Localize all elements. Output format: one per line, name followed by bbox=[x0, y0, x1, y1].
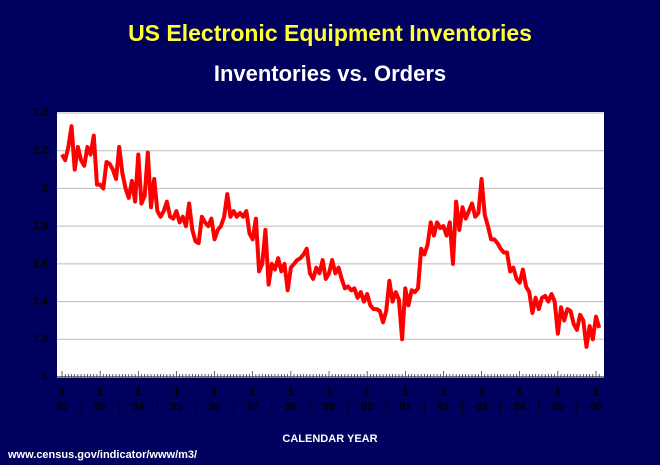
x-year-label: 06 bbox=[590, 401, 602, 413]
x-separator: | bbox=[575, 401, 578, 413]
x-tick-label: 1 bbox=[288, 386, 294, 398]
x-separator: | bbox=[423, 401, 426, 413]
x-separator: | bbox=[499, 401, 502, 413]
x-tick-label: 1 bbox=[555, 386, 561, 398]
data-line bbox=[60, 124, 602, 349]
y-tick-label: 1.6 bbox=[33, 258, 48, 270]
x-separator: | bbox=[270, 401, 273, 413]
x-separator: | bbox=[194, 401, 197, 413]
chart-subtitle: Inventories vs. Orders bbox=[214, 61, 446, 86]
x-separator: | bbox=[232, 401, 235, 413]
x-year-label: 97 bbox=[247, 401, 259, 413]
y-tick-label: 2.4 bbox=[33, 107, 49, 119]
y-tick-label: 1.2 bbox=[33, 333, 48, 345]
source: www.census.gov/indicator/www/m3/ bbox=[7, 449, 197, 461]
x-tick-label: 1 bbox=[479, 386, 485, 398]
x-separator: | bbox=[461, 401, 464, 413]
x-tick-label: 1 bbox=[364, 386, 370, 398]
x-separator: | bbox=[308, 401, 311, 413]
x-year-label: 93 bbox=[94, 401, 106, 413]
x-tick-label: 1 bbox=[97, 386, 103, 398]
x-year-label: 04 bbox=[514, 401, 527, 413]
x-year-label: 03 bbox=[475, 401, 487, 413]
x-year-label: 96 bbox=[208, 401, 220, 413]
x-tick-label: 1 bbox=[326, 386, 332, 398]
x-year-label: 95 bbox=[170, 401, 182, 413]
x-year-label: 01 bbox=[399, 401, 411, 413]
plot-layer: 1 1.2 1.4 1.6 1.8 2 2.2 2.4 1 92 1 93 | 1 94 | 1 95 | 1 96 | 1… bbox=[33, 107, 604, 413]
x-separator: | bbox=[385, 401, 388, 413]
x-separator: | bbox=[118, 401, 121, 413]
x-separator: | bbox=[347, 401, 350, 413]
x-tick-label: 1 bbox=[212, 386, 218, 398]
x-tick-label: 1 bbox=[59, 386, 65, 398]
x-separator: | bbox=[80, 401, 83, 413]
x-year-label: 05 bbox=[552, 401, 564, 413]
x-tick-label: 1 bbox=[250, 386, 256, 398]
x-tick-label: 1 bbox=[440, 386, 446, 398]
x-axis-label: CALENDAR YEAR bbox=[282, 433, 377, 445]
x-year-label: 92 bbox=[56, 401, 68, 413]
x-year-label: 99 bbox=[323, 401, 335, 413]
x-tick-label: 1 bbox=[517, 386, 523, 398]
y-tick-label: 2 bbox=[42, 182, 48, 194]
x-tick-label: 1 bbox=[402, 386, 408, 398]
x-year-label: 98 bbox=[285, 401, 297, 413]
chart-title: US Electronic Equipment Inventories bbox=[128, 20, 532, 46]
x-year-label: 94 bbox=[132, 401, 145, 413]
x-tick-label: 1 bbox=[173, 386, 179, 398]
x-tick-label: 1 bbox=[135, 386, 141, 398]
x-separator: | bbox=[156, 401, 159, 413]
y-tick-label: 2.2 bbox=[33, 145, 48, 157]
y-tick-label: 1 bbox=[42, 371, 48, 383]
plot-area bbox=[57, 112, 604, 378]
y-tick-label: 1.4 bbox=[33, 295, 49, 307]
x-year-label: 00 bbox=[361, 401, 373, 413]
x-year-label: 02 bbox=[437, 401, 449, 413]
x-separator: | bbox=[537, 401, 540, 413]
x-tick-label: 1 bbox=[593, 386, 599, 398]
y-tick-label: 1.8 bbox=[33, 220, 48, 232]
